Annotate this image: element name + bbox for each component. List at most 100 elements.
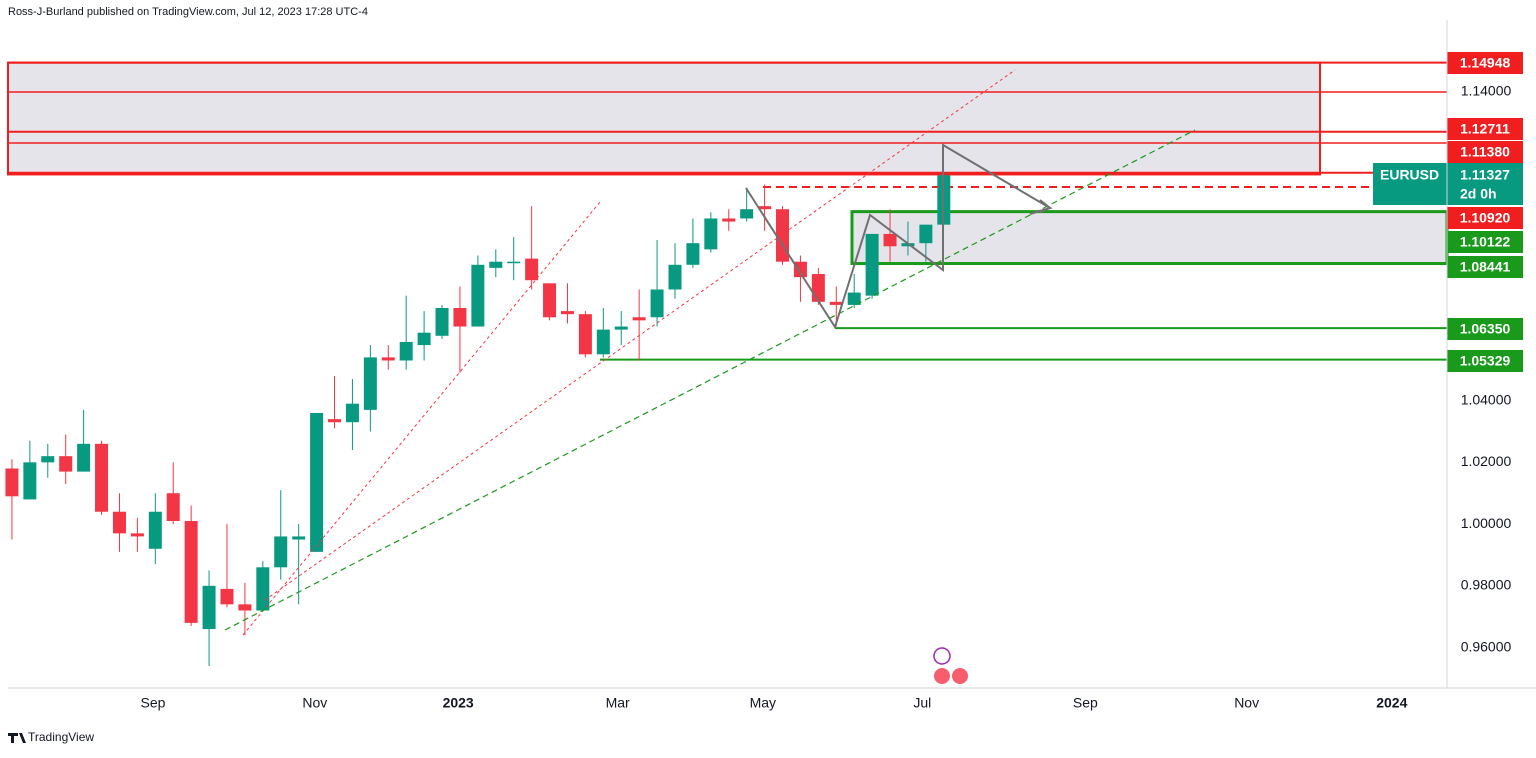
x-tick-label: 2023 <box>443 695 474 711</box>
candle-body <box>399 341 413 361</box>
level-label: 1.14948 <box>1460 55 1511 71</box>
candle-body <box>5 468 19 497</box>
candle-body <box>41 456 55 463</box>
axes: 0.96000 0.98000 1.00000 1.02000 1.04000 1.140… <box>141 52 1523 711</box>
candle-body <box>23 462 37 500</box>
candle-body <box>130 533 144 537</box>
candle-body <box>453 308 467 327</box>
level-label: 1.08441 <box>1460 259 1511 275</box>
level-label: 1.11380 <box>1460 144 1510 160</box>
candle-body <box>865 233 879 296</box>
logo <box>8 733 26 743</box>
candle-body <box>310 412 324 552</box>
candle-body <box>417 332 431 346</box>
candle-body <box>166 493 180 521</box>
footer: TradingView <box>28 730 94 744</box>
candle-body <box>435 308 449 336</box>
candle-body <box>883 233 897 247</box>
candle-body <box>256 567 270 611</box>
level-label-bg <box>1447 52 1523 74</box>
candle-body <box>758 206 772 210</box>
candles <box>5 172 951 667</box>
candle-body <box>148 511 162 549</box>
candle-body <box>596 329 610 355</box>
candle-body <box>220 588 234 605</box>
y-tick-label: 0.98000 <box>1461 577 1512 593</box>
candle-body <box>811 274 825 302</box>
last-price-label: 1.11327 <box>1460 167 1510 183</box>
candle-body <box>847 292 861 305</box>
candle-body <box>525 258 539 281</box>
level-label: 1.10920 <box>1460 210 1511 226</box>
candle-body <box>919 224 933 244</box>
candle-body <box>59 456 73 472</box>
level-label: 1.05329 <box>1460 353 1511 369</box>
candle-body <box>614 326 628 330</box>
countdown-label: 2d 0h <box>1460 186 1497 202</box>
event-icon[interactable] <box>952 668 968 684</box>
y-tick-label: 1.14000 <box>1461 83 1512 99</box>
y-tick-label: 0.96000 <box>1461 638 1512 654</box>
symbol-label: EURUSD <box>1380 167 1439 183</box>
candle-body <box>829 301 843 305</box>
drawings <box>8 69 1447 684</box>
candle-body <box>560 311 574 315</box>
x-tick-label: May <box>750 695 776 711</box>
header: Ross-J-Burland published on TradingView.… <box>8 6 368 18</box>
candle-body <box>793 261 807 278</box>
candle-body <box>489 261 503 268</box>
candle-body <box>740 209 754 219</box>
candle-body <box>238 604 252 611</box>
candle-body <box>650 289 664 318</box>
trend-line <box>224 129 1196 631</box>
candle-body <box>471 264 485 327</box>
candle-body <box>632 317 646 321</box>
x-tick-label: Nov <box>302 695 327 711</box>
x-tick-label: Jul <box>913 695 931 711</box>
event-icon[interactable] <box>934 668 950 684</box>
level-label: 1.06350 <box>1460 321 1511 337</box>
support-zone <box>850 210 1449 266</box>
candle-body <box>686 243 700 265</box>
candle-body <box>112 511 126 534</box>
level-label-bg <box>1447 141 1523 163</box>
resistance-zone <box>7 61 1321 176</box>
last-price-bg <box>1373 163 1523 205</box>
candle-body <box>543 283 557 318</box>
candle-body <box>704 218 718 250</box>
arrow-head <box>1039 199 1052 213</box>
candle-body <box>345 403 359 423</box>
candle-body <box>507 261 521 264</box>
candle-body <box>722 218 736 222</box>
candle-body <box>328 419 342 423</box>
x-tick-label: Nov <box>1234 695 1259 711</box>
candle-body <box>202 585 216 630</box>
trend-line <box>242 201 601 636</box>
level-label-bg <box>1447 318 1523 340</box>
x-tick-label: Sep <box>141 695 166 711</box>
level-label-bg <box>1447 256 1523 278</box>
level-label-bg <box>1447 118 1523 140</box>
candle-body <box>363 357 377 410</box>
level-label-bg <box>1447 207 1523 229</box>
x-tick-label: Mar <box>606 695 630 711</box>
event-icon[interactable] <box>933 647 951 665</box>
level-label: 1.12711 <box>1460 121 1510 137</box>
candle-body <box>381 357 395 361</box>
x-tick-label: 2024 <box>1376 695 1407 711</box>
y-tick-label: 1.00000 <box>1461 515 1512 531</box>
level-label-bg <box>1447 231 1523 253</box>
candle-body <box>184 521 198 623</box>
x-tick-label: Sep <box>1073 695 1098 711</box>
y-tick-label: 1.02000 <box>1461 453 1512 469</box>
candle-body <box>95 443 109 512</box>
level-label-bg <box>1447 350 1523 372</box>
zones <box>7 61 1449 361</box>
candle-body <box>668 264 682 290</box>
candle-body <box>292 536 306 540</box>
candle-body <box>77 443 91 472</box>
y-tick-label: 1.04000 <box>1461 391 1512 407</box>
candle-body <box>274 536 288 568</box>
level-label: 1.10122 <box>1460 234 1511 250</box>
